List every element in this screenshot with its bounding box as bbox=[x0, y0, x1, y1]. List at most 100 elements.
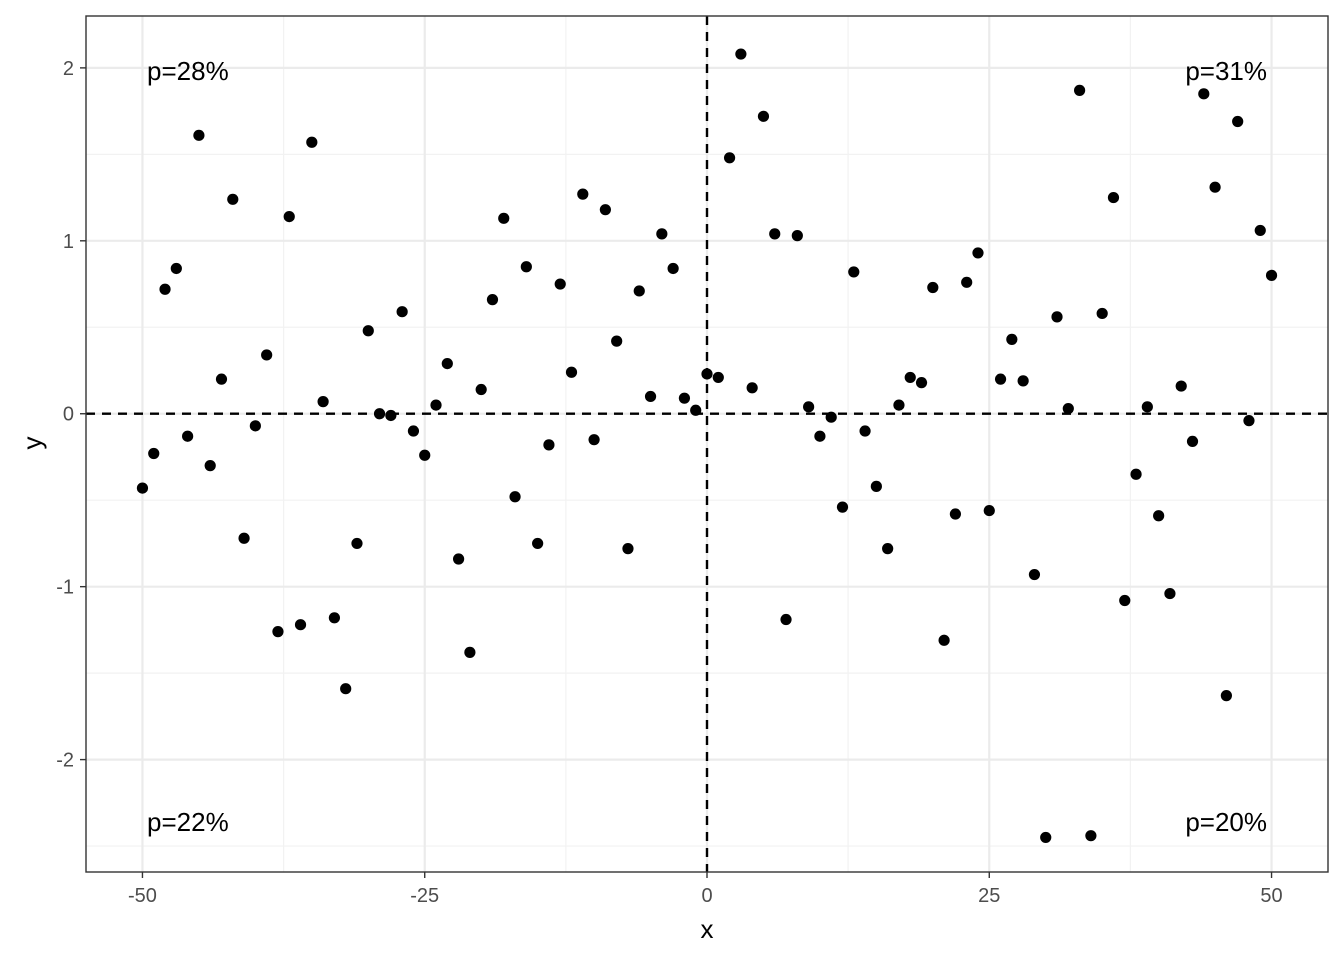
data-point bbox=[938, 634, 950, 646]
data-point bbox=[712, 371, 724, 384]
data-point bbox=[1186, 435, 1199, 448]
data-point bbox=[498, 212, 510, 224]
x-tick-label: 0 bbox=[701, 885, 712, 907]
data-point bbox=[1085, 830, 1097, 842]
data-point bbox=[430, 399, 442, 411]
data-point bbox=[159, 283, 171, 295]
data-point bbox=[294, 619, 307, 631]
data-point bbox=[227, 193, 239, 205]
data-point bbox=[656, 228, 668, 240]
data-point bbox=[972, 247, 984, 259]
y-tick-label: -1 bbox=[56, 577, 74, 599]
data-point bbox=[509, 491, 521, 503]
data-point bbox=[464, 646, 476, 658]
data-point bbox=[238, 532, 250, 544]
data-point bbox=[340, 683, 352, 695]
y-tick-label: 2 bbox=[63, 58, 74, 80]
data-point bbox=[1175, 380, 1187, 392]
data-point bbox=[1119, 594, 1131, 607]
data-point bbox=[735, 48, 747, 60]
data-point bbox=[599, 204, 611, 216]
data-point bbox=[373, 408, 386, 420]
data-point bbox=[306, 136, 318, 148]
data-point bbox=[588, 434, 600, 446]
data-point bbox=[419, 449, 431, 461]
data-point bbox=[1153, 510, 1165, 522]
data-point bbox=[814, 430, 826, 442]
data-point bbox=[633, 285, 645, 297]
annotation-bottom-right: p=20% bbox=[1185, 807, 1267, 837]
annotation-top-left: p=28% bbox=[147, 56, 229, 86]
data-point bbox=[611, 335, 623, 347]
data-point bbox=[520, 261, 532, 273]
data-point bbox=[407, 425, 420, 437]
data-point bbox=[836, 501, 849, 513]
data-point bbox=[204, 460, 216, 472]
data-point bbox=[1051, 311, 1063, 323]
data-point bbox=[261, 349, 273, 361]
data-point bbox=[272, 626, 284, 638]
data-point bbox=[1006, 333, 1018, 345]
data-point bbox=[170, 262, 182, 275]
data-point bbox=[859, 425, 871, 437]
y-tick-label: 0 bbox=[63, 404, 74, 426]
data-point bbox=[362, 325, 374, 337]
x-tick-label: -50 bbox=[128, 885, 157, 907]
data-point bbox=[385, 409, 397, 422]
data-point bbox=[554, 278, 566, 290]
data-point bbox=[1040, 831, 1052, 844]
data-point bbox=[870, 480, 882, 492]
data-point bbox=[983, 504, 995, 517]
data-point bbox=[927, 281, 939, 294]
annotation-bottom-left: p=22% bbox=[147, 807, 229, 837]
x-axis-title: x bbox=[701, 914, 714, 944]
data-point bbox=[1141, 401, 1153, 413]
data-point bbox=[848, 266, 860, 278]
data-point bbox=[904, 371, 916, 384]
data-point bbox=[882, 543, 894, 555]
data-point bbox=[622, 543, 634, 555]
data-point bbox=[1220, 690, 1232, 702]
data-point bbox=[351, 537, 363, 550]
data-point bbox=[1074, 84, 1086, 96]
data-point bbox=[769, 228, 781, 240]
data-point bbox=[543, 439, 555, 451]
data-point bbox=[396, 306, 408, 318]
data-point bbox=[1096, 307, 1108, 320]
data-point bbox=[1107, 191, 1120, 204]
y-axis-title: y bbox=[17, 437, 47, 450]
data-point bbox=[1130, 468, 1142, 480]
data-point bbox=[803, 401, 815, 413]
data-point bbox=[780, 613, 792, 626]
data-points bbox=[136, 48, 1278, 844]
data-point bbox=[182, 430, 194, 442]
data-point bbox=[1254, 224, 1266, 237]
x-tick-label: 50 bbox=[1260, 885, 1282, 907]
data-point bbox=[453, 553, 465, 565]
data-point bbox=[757, 110, 770, 122]
data-point bbox=[690, 404, 702, 416]
data-point bbox=[1232, 115, 1244, 128]
data-point bbox=[701, 368, 713, 380]
data-point bbox=[1062, 402, 1074, 415]
y-tick-label: -2 bbox=[56, 750, 74, 772]
data-point bbox=[644, 390, 657, 403]
x-tick-label: -25 bbox=[410, 885, 439, 907]
x-tick-label: 25 bbox=[978, 885, 1000, 907]
data-point bbox=[723, 152, 736, 164]
data-point bbox=[949, 508, 962, 520]
data-point bbox=[475, 383, 487, 396]
annotation-top-right: p=31% bbox=[1185, 56, 1267, 86]
data-point bbox=[193, 129, 205, 141]
data-point bbox=[532, 537, 544, 550]
data-point bbox=[915, 377, 928, 389]
data-point bbox=[667, 262, 679, 275]
data-point bbox=[825, 411, 837, 423]
y-axis-ticks: -2 -1 0 1 2 bbox=[56, 58, 86, 772]
data-point bbox=[791, 230, 803, 242]
data-point bbox=[136, 482, 149, 494]
data-point bbox=[565, 366, 578, 378]
data-point bbox=[249, 420, 261, 432]
data-point bbox=[148, 447, 160, 460]
